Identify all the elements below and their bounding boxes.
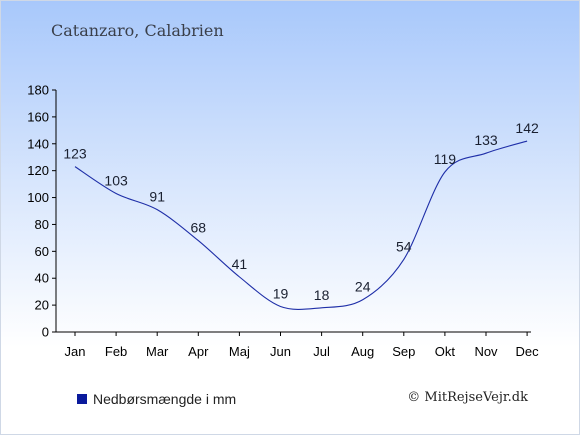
y-tick-label: 60 [35, 244, 49, 259]
data-label: 18 [314, 287, 330, 303]
data-label: 103 [104, 173, 128, 189]
data-label: 91 [149, 189, 165, 205]
y-tick-label: 180 [27, 83, 49, 98]
series-line [74, 140, 528, 310]
legend: Nedbørsmængde i mm [77, 391, 236, 407]
chart-subtitle: Catanzaro, Calabrien [51, 21, 224, 40]
y-tick-label: 0 [42, 325, 49, 340]
legend-label: Nedbørsmængde i mm [93, 391, 237, 407]
data-label: 41 [232, 256, 248, 272]
data-label: 123 [63, 146, 87, 162]
data-label: 133 [474, 132, 498, 148]
y-tick-label: 160 [27, 109, 49, 124]
data-label: 68 [191, 220, 207, 236]
data-label: 142 [515, 120, 539, 136]
data-label: 24 [355, 279, 371, 295]
legend-swatch [77, 394, 87, 404]
y-tick-label: 40 [35, 271, 49, 286]
x-tick-label: Nov [474, 344, 498, 359]
x-tick-label: Sep [392, 344, 415, 359]
x-tick-label: Aug [351, 344, 374, 359]
data-label: 19 [273, 285, 289, 301]
x-tick-label: Maj [229, 344, 250, 359]
x-tick-label: Jul [313, 344, 330, 359]
x-tick-label: Jan [65, 344, 86, 359]
copyright: © MitRejseVejr.dk [407, 390, 528, 405]
y-tick-label: 80 [35, 217, 49, 232]
y-tick-label: 20 [35, 298, 49, 313]
data-label: 119 [434, 151, 457, 167]
x-tick-label: Feb [105, 344, 127, 359]
x-tick-label: Okt [435, 344, 456, 359]
x-tick-label: Jun [270, 344, 291, 359]
y-tick-label: 100 [27, 190, 49, 205]
y-tick-label: 140 [27, 136, 49, 151]
data-label: 54 [396, 238, 412, 254]
x-tick-label: Apr [188, 344, 209, 359]
y-tick-label: 120 [27, 163, 49, 178]
x-tick-label: Mar [146, 344, 169, 359]
x-tick-label: Dec [516, 344, 540, 359]
